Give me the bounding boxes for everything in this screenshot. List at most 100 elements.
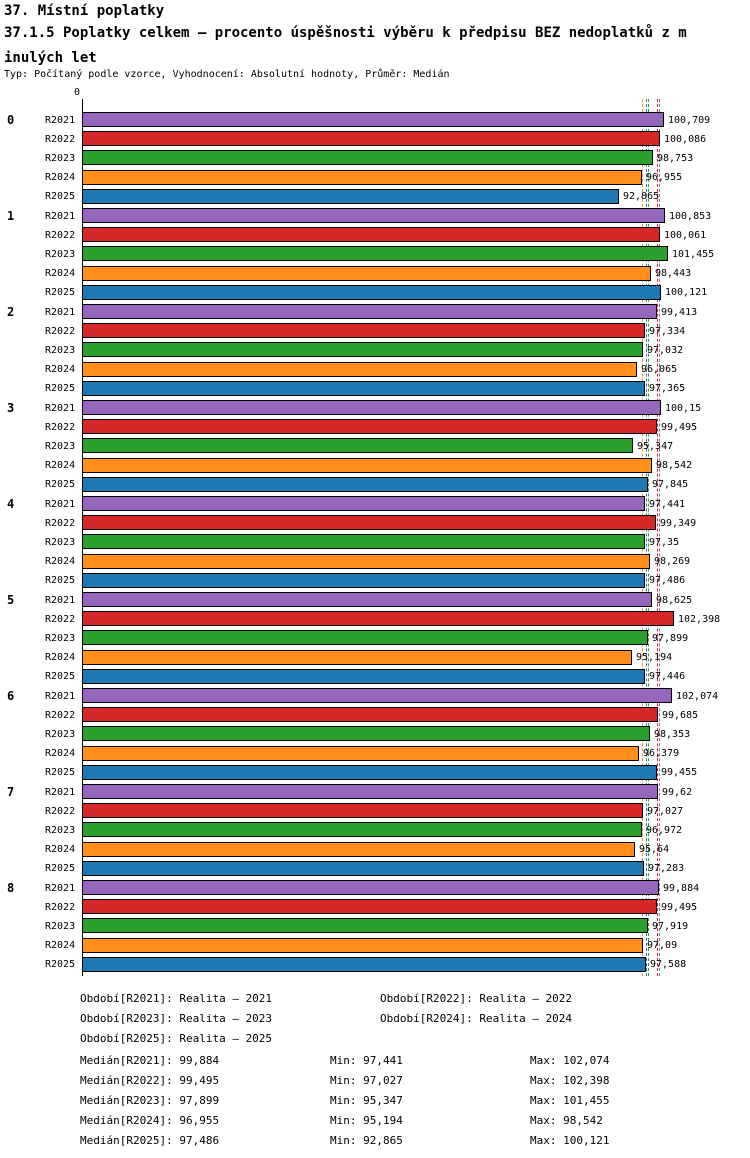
bar-value-label: 98,625	[656, 594, 693, 606]
stat-max-4: Max: 98,542	[530, 1114, 603, 1127]
bar-group7-R2023	[82, 822, 642, 838]
bar-value-label: 96,972	[646, 824, 683, 836]
bar-value-label: 100,709	[668, 114, 711, 126]
bar-group8-R2023	[82, 918, 648, 934]
bar-value-label: 98,443	[655, 268, 692, 280]
bar-value-label: 102,074	[676, 690, 719, 702]
bar-group7-R2021	[82, 784, 658, 799]
bar-group2-R2021	[82, 304, 657, 319]
bar-series-label: R2023	[45, 344, 76, 356]
bar-group6-R2022	[82, 707, 658, 723]
bar-group1-R2021	[82, 208, 665, 223]
bar-series-label: R2025	[45, 383, 76, 395]
stat-median-1: Medián[R2021]: 99,884	[80, 1054, 220, 1067]
bar-series-label: R2023	[45, 920, 76, 932]
bar-series-label: R2022	[45, 229, 76, 241]
bar-value-label: 99,884	[663, 882, 700, 894]
bar-value-label: 96,065	[641, 364, 678, 376]
bar-group7-R2022	[82, 803, 643, 819]
stat-min-5: Min: 92,865	[330, 1134, 403, 1147]
bar-series-label: R2023	[45, 728, 76, 740]
bar-value-label: 97,441	[649, 498, 686, 510]
stat-max-5: Max: 100,121	[530, 1134, 610, 1147]
group-label-1: 1	[7, 209, 15, 223]
bar-group0-R2025	[82, 188, 619, 204]
stat-min-1: Min: 97,441	[330, 1054, 403, 1067]
bar-series-label: R2025	[45, 287, 76, 299]
bar-group7-R2025	[82, 860, 644, 876]
bar-series-label: R2024	[45, 172, 76, 184]
bar-series-label: R2025	[45, 671, 76, 683]
bar-value-label: 97,032	[647, 344, 684, 356]
bar-value-label: 97,486	[649, 575, 686, 587]
bar-series-label: R2024	[45, 556, 76, 568]
bar-group2-R2023	[82, 342, 643, 358]
median-line-R2023	[647, 99, 649, 976]
axis-origin-label: 0	[74, 87, 81, 98]
bar-group5-R2021	[82, 592, 652, 607]
legend-item-2: Období[R2022]: Realita – 2022	[380, 992, 573, 1005]
bar-series-label: R2021	[45, 210, 76, 222]
bar-series-label: R2021	[45, 690, 76, 702]
bar-value-label: 97,899	[652, 632, 689, 644]
legend-item-1: Období[R2021]: Realita – 2021	[80, 992, 273, 1005]
bar-group7-R2024	[82, 841, 635, 857]
chart-meta-line: Typ: Počítaný podle vzorce, Vyhodnocení:…	[4, 69, 450, 80]
bar-group1-R2025	[82, 284, 661, 300]
bar-group8-R2024	[82, 937, 643, 953]
bar-group5-R2025	[82, 668, 645, 684]
bar-series-label: R2025	[45, 479, 76, 491]
chart-subtitle-line2: inulých let	[4, 50, 97, 66]
bar-value-label: 99,62	[662, 786, 693, 798]
bar-series-label: R2024	[45, 844, 76, 856]
bar-value-label: 99,413	[661, 306, 698, 318]
bar-group8-R2025	[82, 956, 646, 972]
bar-value-label: 99,455	[661, 767, 698, 779]
bar-series-label: R2025	[45, 575, 76, 587]
stat-median-2: Medián[R2022]: 99,495	[80, 1074, 220, 1087]
median-line-R2022	[657, 99, 659, 976]
bar-group6-R2023	[82, 726, 650, 742]
bar-value-label: 100,15	[665, 402, 702, 414]
bar-series-label: R2023	[45, 152, 76, 164]
bar-series-label: R2021	[45, 498, 76, 510]
bar-value-label: 97,283	[648, 863, 685, 875]
bar-chart-plot: 0 0 R2021 100,709 R2022 100,086 R2023 98,753 R2…	[7, 87, 720, 976]
bar-value-label: 97,446	[649, 671, 686, 683]
bar-group3-R2024	[82, 457, 652, 473]
bar-series-label: R2022	[45, 133, 76, 145]
group-label-5: 5	[7, 593, 15, 607]
stat-median-3: Medián[R2023]: 97,899	[80, 1094, 220, 1107]
bar-series-label: R2022	[45, 901, 76, 913]
bar-value-label: 98,269	[654, 556, 691, 568]
bar-group5-R2022	[82, 611, 674, 627]
bar-series-label: R2022	[45, 709, 76, 721]
bar-value-label: 99,685	[662, 709, 699, 721]
chart-subtitle-line1: 37.1.5 Poplatky celkem – procento úspěšn…	[4, 25, 687, 41]
bar-group1-R2023	[82, 246, 668, 262]
bar-group3-R2021	[82, 400, 661, 415]
bar-group5-R2023	[82, 630, 648, 646]
bar-series-label: R2021	[45, 114, 76, 126]
group-label-6: 6	[7, 689, 15, 703]
bar-series-label: R2025	[45, 767, 76, 779]
bar-value-label: 100,853	[669, 210, 712, 222]
bar-series-label: R2025	[45, 863, 76, 875]
bar-value-label: 97,027	[647, 805, 684, 817]
bar-series-label: R2021	[45, 306, 76, 318]
bar-series-label: R2024	[45, 364, 76, 376]
bar-group0-R2021	[82, 112, 664, 127]
bar-value-label: 95,347	[637, 440, 674, 452]
bar-group2-R2025	[82, 380, 645, 396]
group-label-4: 4	[7, 497, 15, 511]
stat-max-1: Max: 102,074	[530, 1054, 610, 1067]
legend-item-5: Období[R2025]: Realita – 2025	[80, 1032, 273, 1045]
bar-group4-R2021	[82, 496, 645, 511]
bar-value-label: 96,379	[643, 748, 680, 760]
bar-series-label: R2023	[45, 824, 76, 836]
stat-min-4: Min: 95,194	[330, 1114, 403, 1127]
bar-group0-R2022	[82, 131, 660, 147]
bar-series-label: R2024	[45, 268, 76, 280]
median-line-R2025	[645, 99, 647, 976]
